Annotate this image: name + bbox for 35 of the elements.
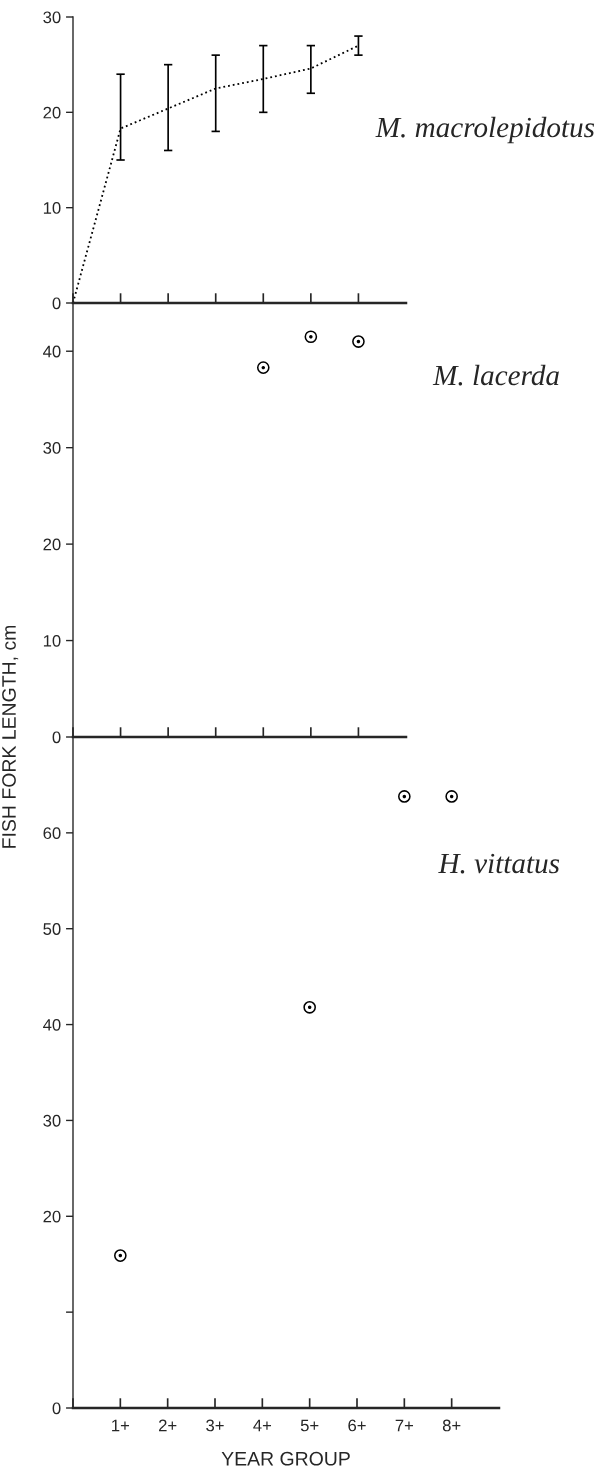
y-tick-label: 0 — [52, 731, 61, 744]
y-tick-label: 30 — [43, 1114, 61, 1127]
y-axis-title: FISH FORK LENGTH, cm — [2, 625, 19, 848]
y-tick-label: 20 — [43, 538, 61, 551]
x-tick-label: 6+ — [348, 1419, 366, 1432]
annotation: H. vittatus — [438, 853, 560, 874]
point — [256, 361, 270, 374]
x-axis-title: YEAR GROUP — [221, 1451, 350, 1466]
x-tick-label: 3+ — [206, 1419, 224, 1432]
x-tick-label: 7+ — [395, 1419, 414, 1432]
point — [303, 1000, 316, 1014]
y-tick-label: 50 — [43, 923, 61, 935]
point — [114, 1249, 127, 1262]
x-tick-label: 1+ — [112, 1419, 130, 1432]
x-tick-label: 2+ — [159, 1419, 177, 1432]
y-tick-label: 0 — [52, 297, 61, 310]
annotation: M. macrolepidotus — [375, 116, 595, 144]
point — [445, 790, 458, 803]
y-tick-label: 0 — [52, 1402, 61, 1415]
y-tick-label: 20 — [43, 106, 61, 119]
x-tick-label: 8+ — [442, 1419, 461, 1432]
y-tick-label: 10 — [43, 202, 61, 214]
y-tick-label: 20 — [43, 1210, 61, 1223]
x-tick-label: 5+ — [300, 1419, 319, 1432]
point — [304, 330, 318, 344]
y-tick-label: 40 — [43, 345, 61, 358]
x-tick-label: 4+ — [253, 1419, 272, 1432]
y-tick-label: 30 — [43, 11, 61, 24]
y-tick-label: 10 — [43, 634, 61, 647]
y-tick-label: 40 — [43, 1018, 61, 1031]
y-tick-label: 60 — [43, 827, 61, 840]
point — [352, 335, 365, 348]
text: M. lacerda — [432, 364, 559, 386]
point — [398, 790, 411, 803]
y-tick-label: 30 — [43, 442, 61, 454]
